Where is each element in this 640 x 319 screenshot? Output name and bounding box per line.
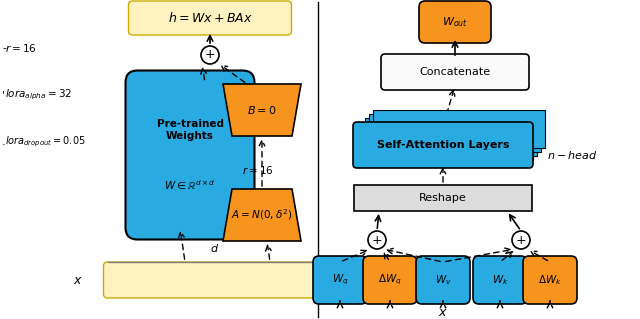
Text: Reshape: Reshape (419, 193, 467, 203)
Text: $lora_{alpha} = 32$: $lora_{alpha} = 32$ (5, 88, 72, 102)
Circle shape (201, 46, 219, 64)
FancyBboxPatch shape (363, 256, 417, 304)
FancyBboxPatch shape (129, 1, 291, 35)
Circle shape (368, 231, 386, 249)
Text: $W_{out}$: $W_{out}$ (442, 15, 468, 29)
Text: $h = Wx + BAx$: $h = Wx + BAx$ (168, 11, 253, 25)
FancyBboxPatch shape (473, 256, 527, 304)
Text: Self-Attention Layers: Self-Attention Layers (377, 140, 509, 150)
Text: $+$: $+$ (204, 48, 216, 62)
Text: ': ' (2, 90, 5, 100)
Polygon shape (223, 189, 301, 241)
Text: $\Delta W_q$: $\Delta W_q$ (378, 273, 402, 287)
FancyBboxPatch shape (419, 1, 491, 43)
FancyBboxPatch shape (313, 256, 367, 304)
Bar (373, 110, 545, 148)
Text: Pre-trained
Weights: Pre-trained Weights (157, 119, 223, 141)
Text: $W_v$: $W_v$ (435, 273, 451, 287)
Text: $+$: $+$ (371, 234, 383, 247)
Text: $W \in \mathbb{R}^{d \times d}$: $W \in \mathbb{R}^{d \times d}$ (164, 178, 216, 192)
Text: $B = 0$: $B = 0$ (247, 104, 277, 116)
FancyBboxPatch shape (104, 262, 317, 298)
Circle shape (512, 231, 530, 249)
Polygon shape (223, 84, 301, 136)
Text: $n - head$: $n - head$ (547, 149, 598, 161)
Text: $\Delta W_k$: $\Delta W_k$ (538, 273, 562, 287)
Text: $+$: $+$ (515, 234, 527, 247)
Text: $W_q$: $W_q$ (332, 273, 348, 287)
Text: Concatenate: Concatenate (419, 67, 491, 77)
Text: $d$: $d$ (211, 242, 220, 254)
Text: $lora_{dropout} = 0.05$: $lora_{dropout} = 0.05$ (5, 135, 86, 149)
Bar (354, 185, 532, 211)
Text: $x$: $x$ (73, 273, 83, 286)
FancyBboxPatch shape (523, 256, 577, 304)
FancyBboxPatch shape (125, 70, 255, 240)
Bar (369, 114, 541, 152)
FancyBboxPatch shape (416, 256, 470, 304)
FancyBboxPatch shape (353, 122, 533, 168)
Bar (365, 118, 537, 156)
Text: $r = 16$: $r = 16$ (5, 42, 36, 54)
Bar (361, 122, 533, 160)
Text: $A = N(0, \delta^2)$: $A = N(0, \delta^2)$ (232, 208, 292, 222)
Text: $W_k$: $W_k$ (492, 273, 508, 287)
Text: $x$: $x$ (438, 306, 448, 318)
Text: -: - (2, 43, 6, 53)
Text: $r = 16$: $r = 16$ (242, 164, 274, 176)
FancyBboxPatch shape (381, 54, 529, 90)
Text: .: . (2, 137, 6, 147)
